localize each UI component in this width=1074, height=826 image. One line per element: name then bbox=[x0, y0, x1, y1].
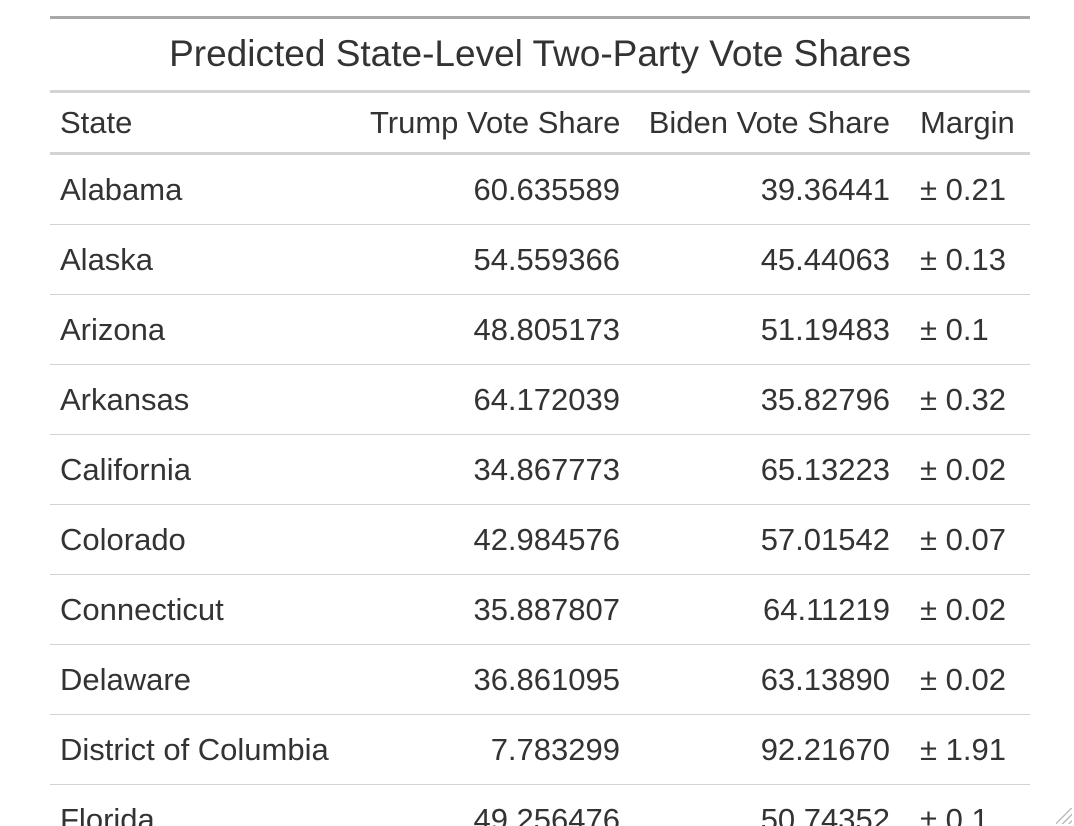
cell-trump-vote-share: 60.635589 bbox=[360, 153, 630, 225]
cell-margin: ± 0.32 bbox=[900, 364, 1030, 435]
cell-biden-vote-share: 65.13223 bbox=[630, 434, 900, 505]
cell-trump-vote-share: 64.172039 bbox=[360, 364, 630, 435]
cell-biden-vote-share: 92.21670 bbox=[630, 714, 900, 785]
cell-biden-vote-share: 50.74352 bbox=[630, 784, 900, 826]
cell-state: Delaware bbox=[50, 644, 360, 715]
header-row: State Trump Vote Share Biden Vote Share … bbox=[50, 93, 1030, 155]
table-row: Arkansas 64.172039 35.82796 ± 0.32 bbox=[50, 364, 1030, 435]
cell-biden-vote-share: 63.13890 bbox=[630, 644, 900, 715]
cell-state: Arizona bbox=[50, 294, 360, 365]
cell-trump-vote-share: 48.805173 bbox=[360, 294, 630, 365]
cell-trump-vote-share: 34.867773 bbox=[360, 434, 630, 505]
cell-margin: ± 0.1 bbox=[900, 294, 1030, 365]
table-body: Alabama 60.635589 39.36441 ± 0.21 Alaska 54.5… bbox=[50, 153, 1030, 826]
column-header-trump-vote-share: Trump Vote Share bbox=[360, 93, 630, 155]
column-header-state: State bbox=[50, 93, 360, 155]
cell-margin: ± 0.13 bbox=[900, 224, 1030, 295]
cell-trump-vote-share: 49.256476 bbox=[360, 784, 630, 826]
cell-trump-vote-share: 42.984576 bbox=[360, 504, 630, 575]
cell-biden-vote-share: 45.44063 bbox=[630, 224, 900, 295]
table-row: California 34.867773 65.13223 ± 0.02 bbox=[50, 434, 1030, 505]
table-row: Connecticut 35.887807 64.11219 ± 0.02 bbox=[50, 574, 1030, 645]
table-header: State Trump Vote Share Biden Vote Share … bbox=[50, 93, 1030, 155]
cell-state: California bbox=[50, 434, 360, 505]
cell-state: Arkansas bbox=[50, 364, 360, 435]
cell-margin: ± 1.91 bbox=[900, 714, 1030, 785]
column-header-margin: Margin bbox=[900, 93, 1030, 155]
cell-state: Colorado bbox=[50, 504, 360, 575]
cell-state: Alaska bbox=[50, 224, 360, 295]
cell-state: District of Columbia bbox=[50, 714, 360, 785]
cell-trump-vote-share: 36.861095 bbox=[360, 644, 630, 715]
cell-biden-vote-share: 51.19483 bbox=[630, 294, 900, 365]
column-header-biden-vote-share: Biden Vote Share bbox=[630, 93, 900, 155]
cell-trump-vote-share: 7.783299 bbox=[360, 714, 630, 785]
vote-share-table-container: Predicted State-Level Two-Party Vote Sha… bbox=[50, 16, 1030, 826]
cell-state: Connecticut bbox=[50, 574, 360, 645]
cell-margin: ± 0.02 bbox=[900, 574, 1030, 645]
cell-trump-vote-share: 54.559366 bbox=[360, 224, 630, 295]
cell-state: Alabama bbox=[50, 153, 360, 225]
table-row: Delaware 36.861095 63.13890 ± 0.02 bbox=[50, 644, 1030, 715]
cell-margin: ± 0.07 bbox=[900, 504, 1030, 575]
cell-biden-vote-share: 64.11219 bbox=[630, 574, 900, 645]
cell-biden-vote-share: 39.36441 bbox=[630, 153, 900, 225]
cell-biden-vote-share: 57.01542 bbox=[630, 504, 900, 575]
table-title: Predicted State-Level Two-Party Vote Sha… bbox=[169, 33, 911, 74]
top-rule bbox=[50, 16, 1030, 19]
cell-margin: ± 0.1 bbox=[900, 784, 1030, 826]
vote-share-table: State Trump Vote Share Biden Vote Share … bbox=[50, 93, 1030, 826]
table-row: Alaska 54.559366 45.44063 ± 0.13 bbox=[50, 224, 1030, 295]
cell-margin: ± 0.02 bbox=[900, 434, 1030, 505]
cell-margin: ± 0.21 bbox=[900, 153, 1030, 225]
cell-state: Florida bbox=[50, 784, 360, 826]
table-row: Colorado 42.984576 57.01542 ± 0.07 bbox=[50, 504, 1030, 575]
resize-grip-icon[interactable] bbox=[1056, 808, 1072, 824]
table-row: Florida 49.256476 50.74352 ± 0.1 bbox=[50, 784, 1030, 826]
cell-margin: ± 0.02 bbox=[900, 644, 1030, 715]
table-row: Arizona 48.805173 51.19483 ± 0.1 bbox=[50, 294, 1030, 365]
table-row: Alabama 60.635589 39.36441 ± 0.21 bbox=[50, 153, 1030, 225]
title-rule bbox=[50, 90, 1030, 93]
table-row: District of Columbia 7.783299 92.21670 ± 1.… bbox=[50, 714, 1030, 785]
cell-biden-vote-share: 35.82796 bbox=[630, 364, 900, 435]
cell-trump-vote-share: 35.887807 bbox=[360, 574, 630, 645]
